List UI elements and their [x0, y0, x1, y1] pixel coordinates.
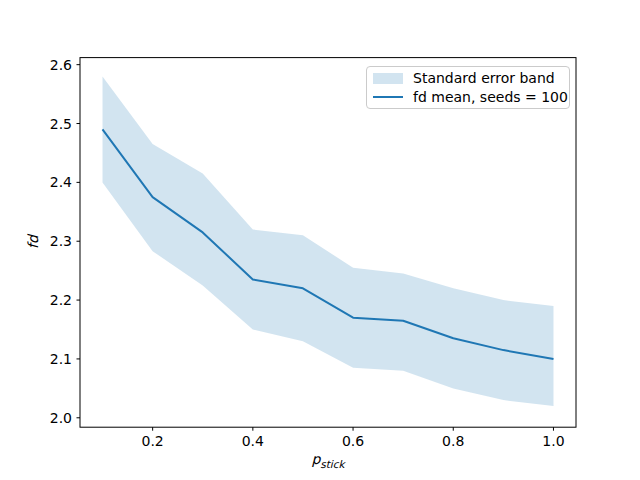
legend-entry-error-band: Standard error band [373, 70, 563, 86]
x-axis-label-main: p [311, 451, 320, 467]
y-tick-label: 2.4 [50, 174, 72, 190]
mean-line-swatch-icon [373, 96, 403, 98]
x-tick-label: 0.6 [342, 433, 364, 449]
x-tick-label: 0.8 [442, 433, 464, 449]
y-tick-label: 2.1 [50, 351, 72, 367]
y-tick-label: 2.2 [50, 292, 72, 308]
legend: Standard error band fd mean, seeds = 100 [366, 66, 570, 109]
legend-label-error-band: Standard error band [413, 71, 555, 85]
legend-entry-mean-line: fd mean, seeds = 100 [373, 89, 563, 105]
legend-label-mean-line: fd mean, seeds = 100 [413, 90, 568, 104]
error-band [103, 76, 554, 406]
y-tick-label: 2.5 [50, 116, 72, 132]
x-tick-label: 0.4 [242, 433, 264, 449]
y-axis-label: fd [26, 235, 40, 249]
x-axis-label: pstick [311, 452, 344, 469]
figure: 0.2 0.4 0.6 0.8 1.0 2.0 2.1 2.2 2.3 2.4 2.5 2.6 Sta… [0, 0, 640, 480]
error-band-swatch-icon [373, 73, 403, 84]
x-tick-label: 1.0 [542, 433, 564, 449]
y-tick-label: 2.3 [50, 233, 72, 249]
y-tick-label: 2.6 [50, 57, 72, 73]
x-tick-label: 0.2 [142, 433, 164, 449]
x-axis-label-subscript: stick [320, 458, 344, 470]
y-axis-label-text: fd [25, 235, 41, 249]
y-tick-label: 2.0 [50, 410, 72, 426]
